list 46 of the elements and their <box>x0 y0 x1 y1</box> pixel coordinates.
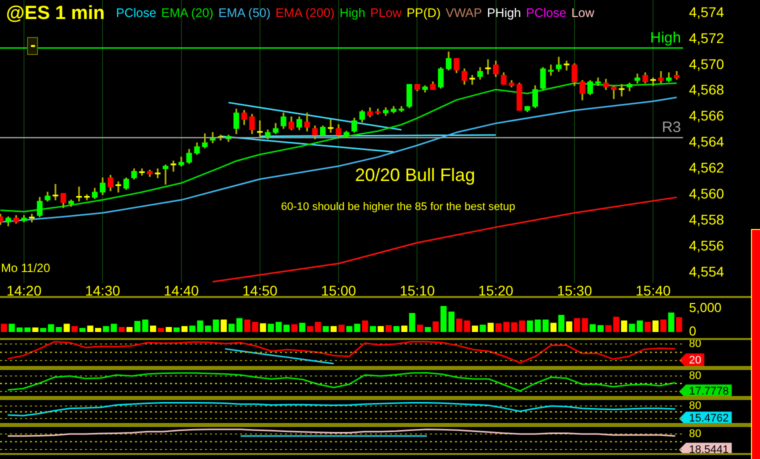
x-tick-label: 15:30 <box>556 282 592 298</box>
annotation: 60-10 should be higher the 85 for the best setup <box>281 201 516 213</box>
y-tick-label: 15.4762 <box>689 412 729 425</box>
y-tick-label: 20 <box>689 354 702 366</box>
y-tick-label: 80 <box>689 400 702 412</box>
ref-line-label: R3 <box>662 119 681 136</box>
y-tick-label: 4,564 <box>689 134 724 150</box>
legend-label: VWAP <box>446 6 482 20</box>
y-tick-label: 4,556 <box>689 238 724 254</box>
y-tick-label: 80 <box>689 370 702 382</box>
x-tick-label: 14:30 <box>85 282 120 298</box>
x-tick-label: 14:50 <box>242 282 278 298</box>
x-tick-label: 15:40 <box>636 282 671 298</box>
y-tick-label: 0 <box>689 324 696 339</box>
y-tick-label: 18.5441 <box>689 444 729 456</box>
legend-label: High <box>340 6 366 20</box>
annotation: 20/20 Bull Flag <box>355 165 476 185</box>
y-tick-label: 4,566 <box>689 108 724 124</box>
legend-label: PHigh <box>486 6 522 20</box>
x-tick-label: 15:00 <box>321 282 356 298</box>
y-tick-label: 4,554 <box>689 263 724 280</box>
x-tick-label: 15:10 <box>400 282 435 298</box>
x-tick-label: 14:20 <box>6 282 42 298</box>
text: EMA (200) <box>276 6 335 20</box>
legend-label: PClose <box>116 6 156 20</box>
y-tick-label: 4,558 <box>689 212 724 228</box>
chart-title: @ES 1 min <box>6 3 105 25</box>
y-tick-label: 4,570 <box>689 56 724 72</box>
text: EMA (20) <box>161 6 214 20</box>
x-tick-label: 14:40 <box>164 282 200 298</box>
y-tick-label: 4,568 <box>689 82 724 98</box>
y-tick-label: 4,572 <box>689 30 724 46</box>
ref-line-label: High <box>650 30 681 47</box>
y-tick-label: 4,562 <box>689 160 724 176</box>
annotation: Mo 11/20 <box>1 261 50 275</box>
legend-label: PLow <box>370 6 402 20</box>
y-tick-label: 4,574 <box>689 4 724 20</box>
legend-label: PP(D) <box>406 6 441 20</box>
x-tick-label: 15:20 <box>478 282 514 298</box>
legend-label: PClose <box>526 6 566 20</box>
y-tick-label: 80 <box>689 428 702 440</box>
y-tick-label: 5,000 <box>689 300 722 316</box>
y-tick-label: 17.7778 <box>689 386 729 398</box>
y-tick-label: 4,560 <box>689 186 724 202</box>
legend-label: Low <box>571 6 594 20</box>
text: EMA (50) <box>218 6 271 20</box>
